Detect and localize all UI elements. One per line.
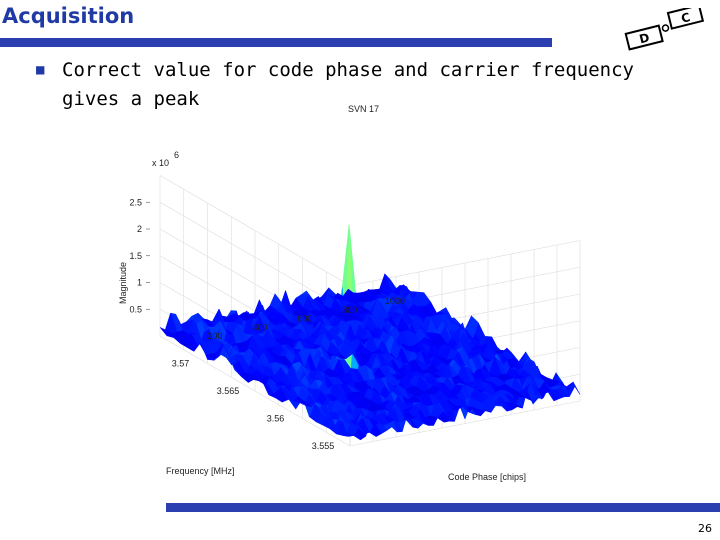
z-tick-label: 1 — [137, 278, 142, 288]
x-tick-label: 600 — [297, 314, 312, 324]
z-axis-label: Magnitude — [118, 262, 128, 304]
bottom-rule — [166, 503, 720, 512]
x-tick-label: 1000 — [385, 296, 405, 306]
x-tick-label: 400 — [252, 322, 267, 332]
surface-plot: SVN 17 0.5 1 1.5 2 2.5 3.555 3.56 3.565 3.57 200 4… — [118, 104, 581, 482]
logo-glyph-d: D — [638, 30, 651, 46]
grid-line — [159, 175, 351, 286]
grid-line — [349, 400, 581, 447]
bullet-text: Correct value for code phase and carrier… — [62, 59, 634, 110]
z-tick-label: 2.5 — [129, 197, 142, 207]
y-tick-label: 3.56 — [267, 414, 285, 424]
surface-mesh — [159, 224, 581, 441]
y-tick-label: 3.565 — [217, 386, 240, 396]
grid-line — [159, 335, 351, 447]
grid-line — [159, 201, 351, 313]
y-tick-label: 3.555 — [312, 441, 335, 451]
y-axis-label: Frequency [MHz] — [166, 466, 235, 476]
x-tick-label: 800 — [342, 305, 357, 315]
z-tick-label: 2 — [137, 224, 142, 234]
chart-title: SVN 17 — [348, 104, 379, 114]
logo-glyph-c: C — [680, 10, 692, 26]
z-exponent-label: 6 — [174, 150, 179, 160]
surface-patch — [159, 327, 173, 337]
y-tick-label: 3.57 — [172, 359, 190, 369]
slide-title: Acquisition — [2, 4, 135, 28]
axis-ticks: 0.5 1 1.5 2 2.5 3.555 3.56 3.565 3.57 200 400 600 80… — [129, 197, 404, 451]
x-tick-label: 200 — [207, 331, 222, 341]
page-number: 26 — [698, 522, 712, 535]
title-rule — [0, 38, 552, 47]
z-multiplier-label: x 10 — [152, 158, 169, 168]
bullet-square-icon: ■ — [36, 62, 45, 78]
logo-icon: D C — [624, 8, 705, 51]
x-axis-label: Code Phase [chips] — [448, 472, 526, 482]
z-tick-label: 1.5 — [129, 251, 142, 261]
z-tick-label: 0.5 — [129, 304, 142, 314]
